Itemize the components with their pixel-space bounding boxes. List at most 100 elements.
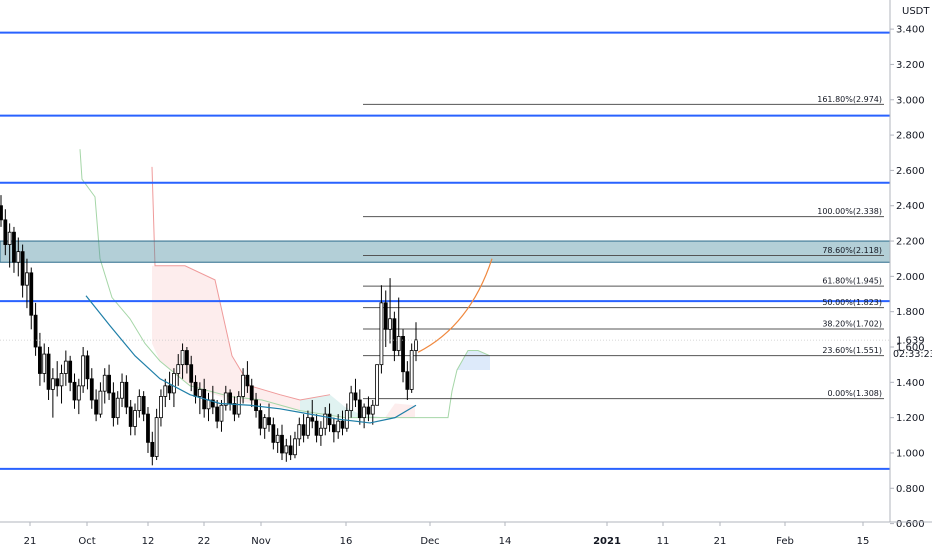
x-tick-label: 12 <box>142 536 155 547</box>
candle-body <box>396 336 401 351</box>
candle <box>146 407 150 453</box>
candle-body <box>344 410 349 429</box>
candle <box>297 417 302 446</box>
candle-body <box>20 251 25 286</box>
candle-body <box>98 390 103 415</box>
candle-body <box>245 374 250 387</box>
candle <box>262 414 267 439</box>
fib-layer: 161.80%(2.974) 100.00%(2.338) 78.60%(2.118… <box>363 95 884 400</box>
fib-level-label: 23.60%(1.551) <box>822 346 882 355</box>
candle-body <box>38 346 42 374</box>
candle <box>223 385 228 411</box>
countdown-label: 02:33:23 <box>893 349 932 360</box>
candle <box>275 428 280 453</box>
fib-level-label: 78.60%(2.118) <box>822 246 882 255</box>
candle-body <box>301 424 306 436</box>
candle-body <box>215 406 220 422</box>
candle <box>159 389 163 427</box>
candle <box>405 361 410 400</box>
candle-body <box>193 381 198 397</box>
y-tick-label: 3.000 <box>896 95 925 106</box>
candle-body <box>29 272 34 316</box>
candle <box>293 431 297 459</box>
candle <box>249 378 254 408</box>
candle <box>366 396 371 422</box>
candle <box>33 302 38 356</box>
candle-body <box>219 404 224 422</box>
candle <box>85 350 90 390</box>
candle-body <box>68 360 73 383</box>
candle <box>241 368 245 404</box>
y-tick-label: 2.800 <box>896 131 925 142</box>
candle-body <box>146 413 150 443</box>
candle <box>124 375 129 415</box>
candle-body <box>232 403 237 415</box>
candle <box>176 354 181 386</box>
candle <box>3 209 8 256</box>
indicator-layer <box>0 258 890 424</box>
candle <box>318 421 323 446</box>
y-tick-label: 2.200 <box>896 237 925 248</box>
cloud-edge-a <box>79 149 385 419</box>
fib-level-label: 161.80%(2.974) <box>817 95 882 104</box>
x-tick-label: 16 <box>340 536 353 547</box>
y-tick-label: 1.800 <box>896 307 925 318</box>
candle <box>267 403 271 432</box>
candle-body <box>25 272 29 286</box>
supply-zone <box>0 240 891 263</box>
y-tick-label: 0.800 <box>896 484 925 495</box>
fib-level-label: 50.00%(1.823) <box>822 298 882 307</box>
candle <box>401 329 405 383</box>
zone-layer <box>0 240 891 263</box>
x-tick-label: 22 <box>198 536 211 547</box>
candle <box>375 364 379 406</box>
candle <box>76 378 81 415</box>
candle-body <box>275 434 280 443</box>
candle <box>25 258 29 309</box>
y-tick-label: 1.000 <box>896 448 925 459</box>
y-tick-label: 2.000 <box>896 272 925 283</box>
candle <box>228 389 233 411</box>
candle <box>16 237 21 277</box>
y-tick-label: 1.600 <box>896 343 925 354</box>
candle-body <box>124 381 129 408</box>
candle-body <box>383 302 388 330</box>
candle-body <box>46 353 51 390</box>
candle-body <box>340 420 345 429</box>
candle-body <box>210 399 215 408</box>
candle <box>0 195 3 227</box>
x-tick-label: 21 <box>714 536 727 547</box>
candle-body <box>0 205 3 221</box>
cloud-edge-c <box>385 350 491 419</box>
candle <box>163 378 168 408</box>
candle <box>167 371 172 400</box>
candle-body <box>3 219 8 245</box>
candle <box>81 347 86 393</box>
candle <box>94 389 99 422</box>
candle <box>288 435 293 461</box>
candle <box>38 332 42 386</box>
projection-arc <box>417 258 493 353</box>
candle <box>137 389 142 418</box>
candle <box>102 368 107 404</box>
y-tick-label: 1.400 <box>896 378 925 389</box>
y-tick-label: 3.400 <box>896 25 925 36</box>
candle <box>172 368 176 408</box>
candle-body <box>189 364 194 383</box>
candle <box>306 410 310 439</box>
candle <box>89 368 94 409</box>
candle <box>370 399 375 425</box>
candle-body <box>163 385 168 397</box>
candle-body <box>223 392 228 406</box>
candle <box>197 382 202 415</box>
candle-body <box>63 360 68 374</box>
candle-body <box>414 339 418 351</box>
candle-body <box>366 406 371 415</box>
candle-body <box>331 424 336 433</box>
candle-body <box>262 417 267 429</box>
candle-body <box>55 378 60 387</box>
candle <box>133 403 137 436</box>
candle-body <box>288 445 293 456</box>
candle-body <box>128 406 133 427</box>
